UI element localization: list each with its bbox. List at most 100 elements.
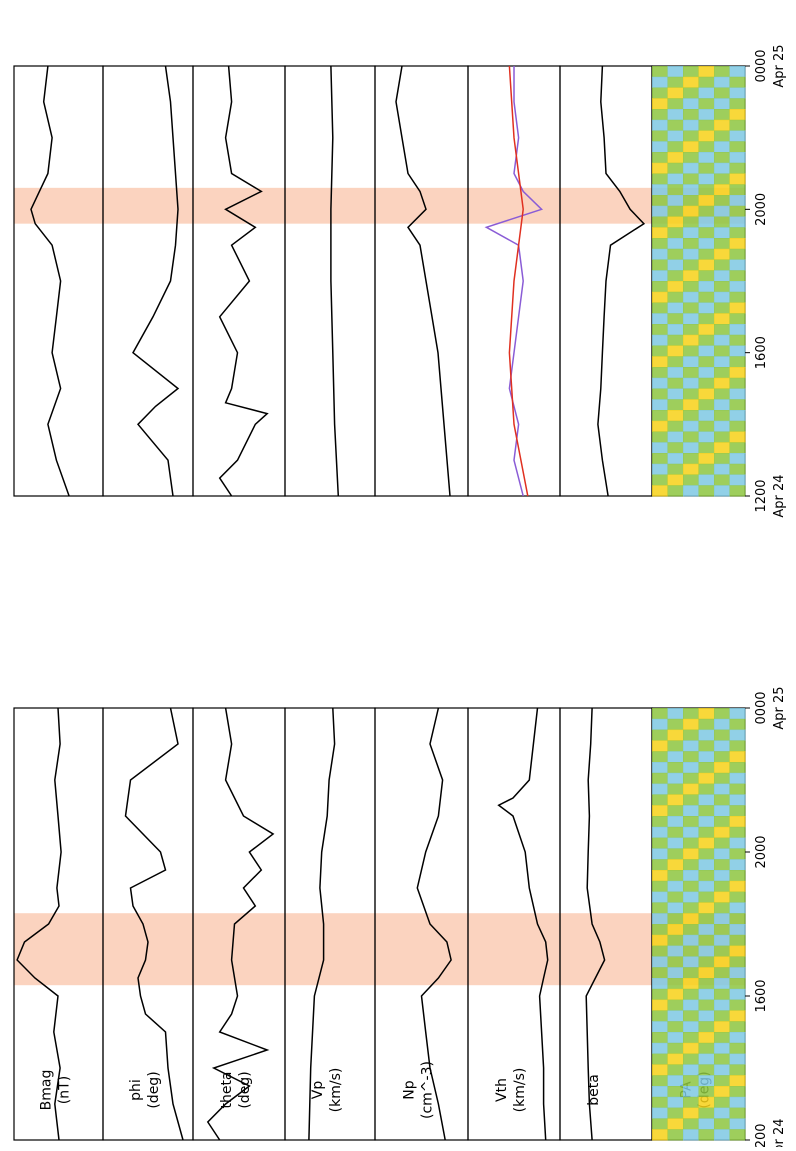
row-unit-vth: (km/s) [512, 1068, 528, 1113]
pa-heatmap-cell [652, 1118, 668, 1130]
pa-heatmap-cell [667, 794, 684, 806]
date-label-end: Apr 25 [772, 686, 787, 729]
pa-heatmap-cell [698, 762, 715, 774]
pa-heatmap-cell [698, 816, 715, 828]
pa-heatmap-cell [698, 302, 715, 314]
pa-heatmap-cell [652, 474, 668, 486]
pa-heatmap-cell [698, 1010, 715, 1022]
pa-heatmap-cell [714, 291, 730, 303]
pa-heatmap-cell [652, 248, 668, 260]
pa-heatmap-cell [683, 367, 699, 379]
pa-heatmap-cell [698, 870, 715, 882]
pa-heatmap-cell [698, 141, 715, 153]
pa-heatmap-cell [729, 1042, 746, 1055]
pa-heatmap-cell [683, 216, 699, 228]
pa-heatmap-cell [667, 924, 684, 936]
pa-heatmap-cell [729, 248, 746, 260]
pa-heatmap-cell [714, 1042, 730, 1055]
pa-heatmap-cell [683, 945, 699, 957]
pa-heatmap-cell [667, 1086, 684, 1098]
pa-heatmap-cell [714, 870, 730, 882]
pa-heatmap-cell [683, 442, 699, 454]
pa-heatmap-cell [729, 729, 746, 741]
pa-heatmap-cell [698, 967, 715, 979]
pa-heatmap-cell [698, 999, 715, 1011]
pa-heatmap-cell [698, 718, 715, 731]
pa-heatmap-cell [683, 1086, 699, 1098]
pa-heatmap-cell [683, 978, 699, 990]
pa-heatmap-cell [714, 956, 730, 968]
pa-heatmap-cell [714, 205, 730, 217]
pa-heatmap-cell [729, 740, 746, 752]
row-label-vth: Vth [494, 1078, 510, 1102]
pa-heatmap-cell [667, 119, 684, 131]
pa-heatmap-cell [683, 1107, 699, 1119]
trace-vp [308, 707, 336, 1141]
pa-heatmap-cell [714, 76, 730, 88]
pa-heatmap-cell [652, 740, 668, 752]
pa-heatmap-cell [714, 794, 730, 806]
pa-heatmap-cell [729, 1021, 746, 1033]
pa-heatmap-cell [714, 1118, 730, 1130]
row-label-phi: phi [128, 1079, 144, 1101]
pa-heatmap-cell [652, 999, 668, 1011]
pa-heatmap-cell [729, 891, 746, 903]
pa-heatmap-cell [714, 978, 730, 990]
pa-heatmap-cell [683, 334, 699, 346]
pa-heatmap-cell [714, 388, 730, 400]
pa-heatmap-cell [652, 924, 668, 936]
trace-beta [585, 707, 606, 1141]
pa-heatmap-cell [729, 388, 746, 400]
pa-heatmap-cell [698, 313, 715, 325]
pa-heatmap-cell [683, 794, 699, 806]
pa-heatmap-cell [652, 270, 668, 282]
pa-heatmap-cell [667, 377, 684, 389]
panel-frame-theta [192, 65, 286, 497]
pa-heatmap-cell [652, 870, 668, 882]
pa-heatmap-cell [714, 431, 730, 443]
pa-heatmap-cell [698, 248, 715, 260]
pa-heatmap-cell [729, 453, 746, 465]
pa-heatmap-cell [667, 485, 684, 497]
pa-heatmap-cell [683, 109, 699, 121]
pa-heatmap-cell [683, 463, 699, 475]
pa-heatmap-cell [714, 848, 730, 860]
pa-heatmap-cell [652, 783, 668, 795]
pa-heatmap-cell [667, 367, 684, 379]
pa-heatmap-cell [698, 109, 715, 121]
pa-heatmap-cell [667, 772, 684, 785]
pa-heatmap-cell [714, 162, 730, 174]
pa-heatmap-cell [683, 956, 699, 968]
pa-heatmap-cell [698, 463, 715, 475]
pa-heatmap-cell [652, 1053, 668, 1065]
pa-heatmap-cell [683, 1118, 699, 1130]
pa-heatmap-cell [729, 783, 746, 795]
pa-heatmap-cell [667, 1032, 684, 1044]
pa-heatmap-cell [729, 870, 746, 882]
pa-heatmap-cell [714, 141, 730, 153]
pa-heatmap-cell [652, 945, 668, 957]
pa-heatmap-cell [667, 216, 684, 228]
pa-heatmap-cell [698, 130, 715, 142]
pa-heatmap-cell [683, 356, 699, 368]
pa-heatmap-cell [667, 740, 684, 752]
pa-heatmap-cell [698, 1032, 715, 1044]
pa-heatmap-cell [667, 345, 684, 357]
pa-heatmap-cell [729, 762, 746, 774]
pa-heatmap-cell [729, 76, 746, 88]
pa-heatmap-cell [652, 152, 668, 164]
pa-heatmap-cell [714, 98, 730, 110]
pa-heatmap-cell [652, 195, 668, 207]
pa-heatmap-cell [652, 1107, 668, 1119]
pa-heatmap-cell [729, 431, 746, 443]
pa-heatmap-cell [714, 173, 730, 185]
pa-heatmap-cell [729, 805, 746, 817]
pa-heatmap-cell [729, 281, 746, 293]
pa-heatmap-cell [667, 848, 684, 860]
pa-heatmap-cell [667, 399, 684, 411]
pa-heatmap-cell [729, 377, 746, 389]
pa-heatmap-cell [652, 119, 668, 131]
pa-heatmap-cell [667, 729, 684, 741]
date-label-start: Apr 24 [772, 1118, 787, 1147]
pa-heatmap-cell [698, 848, 715, 860]
